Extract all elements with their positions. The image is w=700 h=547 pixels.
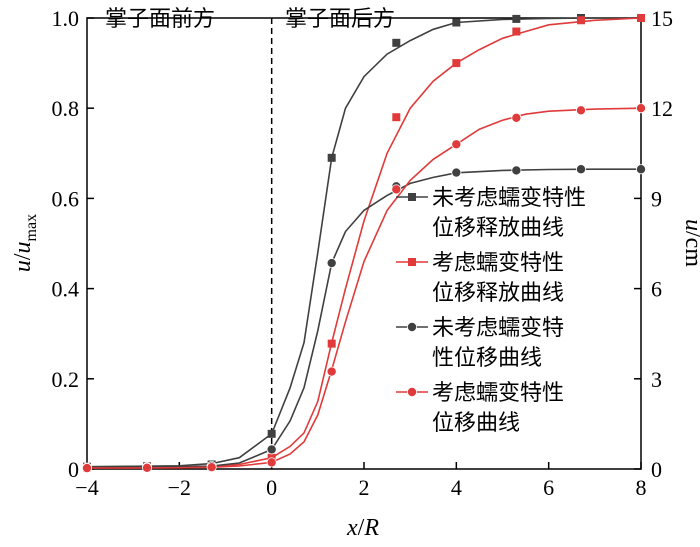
data-point bbox=[267, 429, 276, 438]
region-label-before: 掌子面前方 bbox=[105, 7, 215, 32]
data-point bbox=[512, 27, 521, 36]
x-tick-label: 6 bbox=[543, 475, 554, 500]
data-point bbox=[637, 14, 645, 22]
data-point bbox=[575, 105, 586, 116]
legend-label-line1: 考虑蠕变特性 bbox=[432, 381, 564, 406]
data-point bbox=[266, 444, 277, 455]
x-axis-label: x/R bbox=[346, 515, 379, 541]
y-left-tick-label: 1.0 bbox=[52, 6, 80, 31]
legend-label-line2: 性位移曲线 bbox=[432, 346, 542, 371]
x-tick-label: 2 bbox=[359, 475, 370, 500]
series-layer bbox=[82, 14, 647, 474]
data-point bbox=[327, 339, 336, 348]
data-point bbox=[391, 184, 402, 195]
legend-label-line1: 未考虑蠕变特 bbox=[432, 316, 564, 341]
y-right-tick-label: 0 bbox=[651, 457, 662, 482]
y-right-tick-label: 12 bbox=[651, 96, 673, 121]
y-left-tick-label: 0.8 bbox=[52, 96, 80, 121]
data-point bbox=[576, 16, 585, 25]
legend-label-line2: 位移曲线 bbox=[432, 411, 520, 436]
data-point bbox=[206, 462, 217, 473]
x-tick-label: −2 bbox=[168, 475, 191, 500]
data-point bbox=[451, 139, 462, 150]
y-right-tick-label: 15 bbox=[651, 6, 673, 31]
data-point bbox=[511, 112, 522, 123]
legend-label-line2: 位移释放曲线 bbox=[432, 281, 564, 306]
y-right-tick-label: 9 bbox=[651, 186, 662, 211]
data-point bbox=[452, 59, 461, 68]
y-right-tick-label: 3 bbox=[651, 367, 662, 392]
y-left-tick-label: 0.2 bbox=[52, 367, 80, 392]
legend-marker bbox=[408, 193, 416, 201]
series-4 bbox=[82, 103, 647, 474]
legend-marker bbox=[406, 321, 417, 332]
data-point bbox=[512, 14, 521, 23]
data-point bbox=[327, 153, 336, 162]
legend-marker bbox=[408, 258, 416, 266]
legend-label-line2: 位移释放曲线 bbox=[432, 216, 564, 241]
data-point bbox=[511, 165, 522, 176]
series-line bbox=[86, 17, 641, 468]
x-tick-label: −4 bbox=[75, 475, 98, 500]
data-point bbox=[451, 167, 462, 178]
legend-label-line1: 未考虑蠕变特性 bbox=[432, 186, 586, 211]
x-tick-label: 0 bbox=[266, 475, 277, 500]
data-point bbox=[326, 366, 337, 377]
y-left-tick-label: 0 bbox=[68, 457, 79, 482]
y-left-tick-label: 0.4 bbox=[52, 277, 80, 302]
data-point bbox=[392, 113, 401, 122]
y-right-tick-label: 6 bbox=[651, 277, 662, 302]
x-tick-label: 4 bbox=[451, 475, 462, 500]
y-left-tick-label: 0.6 bbox=[52, 186, 80, 211]
legend-label-line1: 考虑蠕变特性 bbox=[432, 251, 564, 276]
region-label-after: 掌子面后方 bbox=[285, 7, 395, 32]
data-point bbox=[452, 18, 461, 27]
data-point bbox=[266, 457, 277, 468]
data-point bbox=[636, 164, 647, 175]
data-point bbox=[82, 463, 93, 474]
x-tick-label: 8 bbox=[636, 475, 647, 500]
data-point bbox=[326, 258, 337, 269]
y-left-axis-label: u/umax bbox=[10, 214, 40, 272]
data-point bbox=[392, 38, 401, 47]
legend: 未考虑蠕变特性位移释放曲线考虑蠕变特性位移释放曲线未考虑蠕变特性位移曲线考虑蠕变… bbox=[396, 186, 586, 436]
data-point bbox=[636, 103, 647, 114]
data-point bbox=[142, 462, 153, 473]
legend-marker bbox=[406, 386, 417, 397]
y-right-axis-label: u/cm bbox=[680, 219, 700, 267]
data-point bbox=[575, 164, 586, 175]
